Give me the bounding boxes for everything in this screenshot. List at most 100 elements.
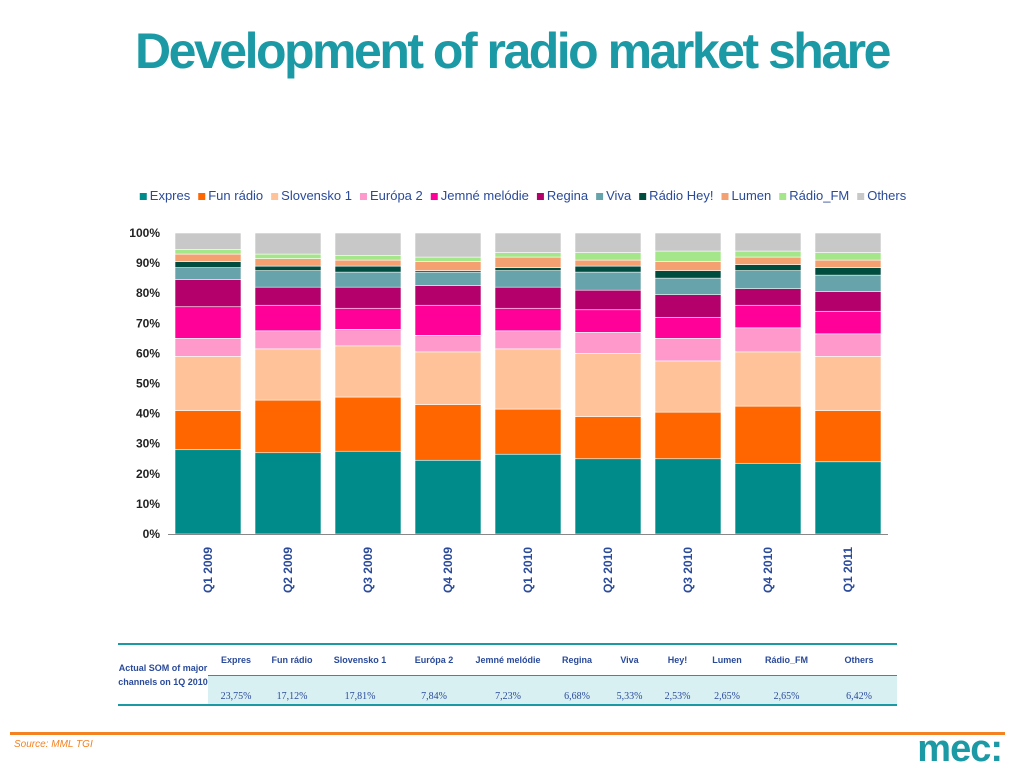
som-column-header: Lumen: [702, 643, 752, 676]
som-value-cell: 17,81%: [320, 675, 400, 706]
bar-segment-jemne-melodie: [494, 307, 562, 332]
bar-segment-others: [574, 232, 642, 253]
legend-item-others: Others: [857, 188, 907, 203]
brand-logo: mec:: [917, 728, 1003, 770]
bar-segment-viva: [574, 271, 642, 291]
bar-segment-radio-hey: [254, 265, 322, 271]
bar-segment-slovensko-1: [334, 345, 402, 398]
som-value-cell: 2,65%: [752, 675, 821, 706]
bar-segment-radio-fm: [494, 252, 562, 258]
som-value-cell: 6,42%: [821, 675, 897, 706]
bar-segment-regina: [334, 286, 402, 309]
bar-segment-viva: [734, 270, 802, 289]
som-column-header: Others: [821, 643, 897, 676]
som-value-cell: 2,65%: [702, 675, 752, 706]
x-tick-label: Q3 2010: [681, 547, 695, 593]
bar-segment-europa-2: [414, 335, 482, 353]
som-value-cell: 7,23%: [468, 675, 548, 706]
bar-segment-slovensko-1: [814, 356, 882, 411]
bar-segment-expres: [574, 458, 642, 535]
x-tick-label: Q3 2009: [361, 547, 375, 593]
legend-item-expres: Expres: [139, 188, 191, 203]
y-tick-label: 0%: [143, 527, 161, 541]
bar-segment-others: [494, 232, 562, 253]
bar-segment-europa-2: [654, 338, 722, 362]
x-tick-label: Q1 2011: [841, 547, 855, 593]
legend-label: Slovensko 1: [281, 188, 352, 203]
bar-segment-jemne-melodie: [734, 304, 802, 329]
y-tick-label: 90%: [136, 256, 160, 270]
bar-segment-europa-2: [494, 330, 562, 350]
bar-segment-regina: [574, 289, 642, 311]
bar-segment-jemne-melodie: [654, 316, 722, 339]
bar-segment-slovensko-1: [654, 360, 722, 413]
som-row-header: Actual SOM of major channels on 1Q 2010: [118, 643, 208, 706]
legend-swatch: [857, 193, 865, 200]
y-axis: 0% 10% 20% 30% 40% 50% 60% 70% 80% 90% 100%: [129, 226, 160, 541]
bar-segment-viva: [654, 277, 722, 296]
legend-label: Lumen: [731, 188, 771, 203]
bar-segment-expres: [334, 450, 402, 535]
bar-segment-others: [174, 232, 242, 250]
bar-segment-expres: [814, 461, 882, 535]
bar-segment-slovensko-1: [414, 351, 482, 405]
legend-swatch: [139, 193, 147, 200]
bar-segment-radio-hey: [654, 270, 722, 279]
legend-item-slovensko-1: Slovensko 1: [271, 188, 352, 203]
som-value-cell: 2,53%: [653, 675, 702, 706]
bar-segment-expres: [414, 459, 482, 535]
bar-segment-lumen: [734, 256, 802, 265]
bar-segment-jemne-melodie: [254, 304, 322, 332]
som-header-row: Actual SOM of major channels on 1Q 2010 …: [118, 643, 897, 706]
bar-segment-regina: [174, 279, 242, 308]
bar-segment-others: [254, 232, 322, 255]
som-table: Actual SOM of major channels on 1Q 2010 …: [118, 643, 897, 706]
bar-segment-others: [814, 232, 882, 253]
bar-segment-lumen: [574, 259, 642, 267]
y-tick-label: 60%: [136, 346, 160, 360]
footer-divider: [10, 732, 1005, 735]
legend-swatch: [721, 193, 729, 200]
legend-swatch: [430, 193, 438, 200]
y-tick-label: 80%: [136, 286, 160, 300]
som-value-row: 23,75% 17,12% 17,81% 7,84% 7,23% 6,68% 5,33% 2,…: [118, 675, 897, 706]
bar-segment-radio-fm: [814, 252, 882, 261]
bar-segment-lumen: [814, 259, 882, 268]
som-column-header: Expres: [208, 643, 264, 676]
bar-segment-regina: [494, 286, 562, 309]
som-column-header: Rádio_FM: [752, 643, 821, 676]
bar-segment-europa-2: [814, 333, 882, 357]
som-column-header: Fun rádio: [264, 643, 320, 676]
x-axis: Q1 2009 Q2 2009 Q3 2009 Q4 2009 Q1 2010 Q2 20…: [168, 534, 888, 593]
bar-stack-q2-2009: [254, 232, 322, 535]
som-value-cell: 17,12%: [264, 675, 320, 706]
legend-swatch: [271, 193, 279, 200]
y-tick-label: 70%: [136, 316, 160, 330]
legend-item-fun-radio: Fun rádio: [198, 188, 263, 203]
bar-segment-radio-hey: [174, 261, 242, 268]
bar-segment-lumen: [254, 258, 322, 267]
legend-item-lumen: Lumen: [721, 188, 771, 203]
bar-segment-expres: [734, 462, 802, 535]
x-tick-label: Q2 2010: [601, 547, 615, 593]
legend-item-regina: Regina: [536, 188, 589, 203]
legend-swatch: [359, 193, 367, 200]
bar-segment-fun-radio: [654, 411, 722, 460]
bar-stack-q1-2010: [494, 232, 562, 535]
bar-segment-slovensko-1: [574, 353, 642, 417]
bar-segment-regina: [654, 294, 722, 318]
bar-segment-regina: [814, 291, 882, 312]
bar-segment-slovensko-1: [174, 356, 242, 411]
bar-segment-fun-radio: [174, 410, 242, 451]
y-tick-label: 50%: [136, 377, 160, 391]
bar-segment-jemne-melodie: [574, 309, 642, 333]
x-tick-label: Q1 2010: [521, 547, 535, 593]
legend-label: Viva: [606, 188, 632, 203]
y-tick-label: 10%: [136, 497, 160, 511]
som-column-header: Jemné melódie: [468, 643, 548, 676]
bar-segment-expres: [494, 453, 562, 535]
som-value-cell: 6,68%: [548, 675, 606, 706]
som-column-header: Slovensko 1: [320, 643, 400, 676]
legend-item-radio-hey: Rádio Hey!: [639, 188, 713, 203]
bar-segment-slovensko-1: [254, 348, 322, 401]
